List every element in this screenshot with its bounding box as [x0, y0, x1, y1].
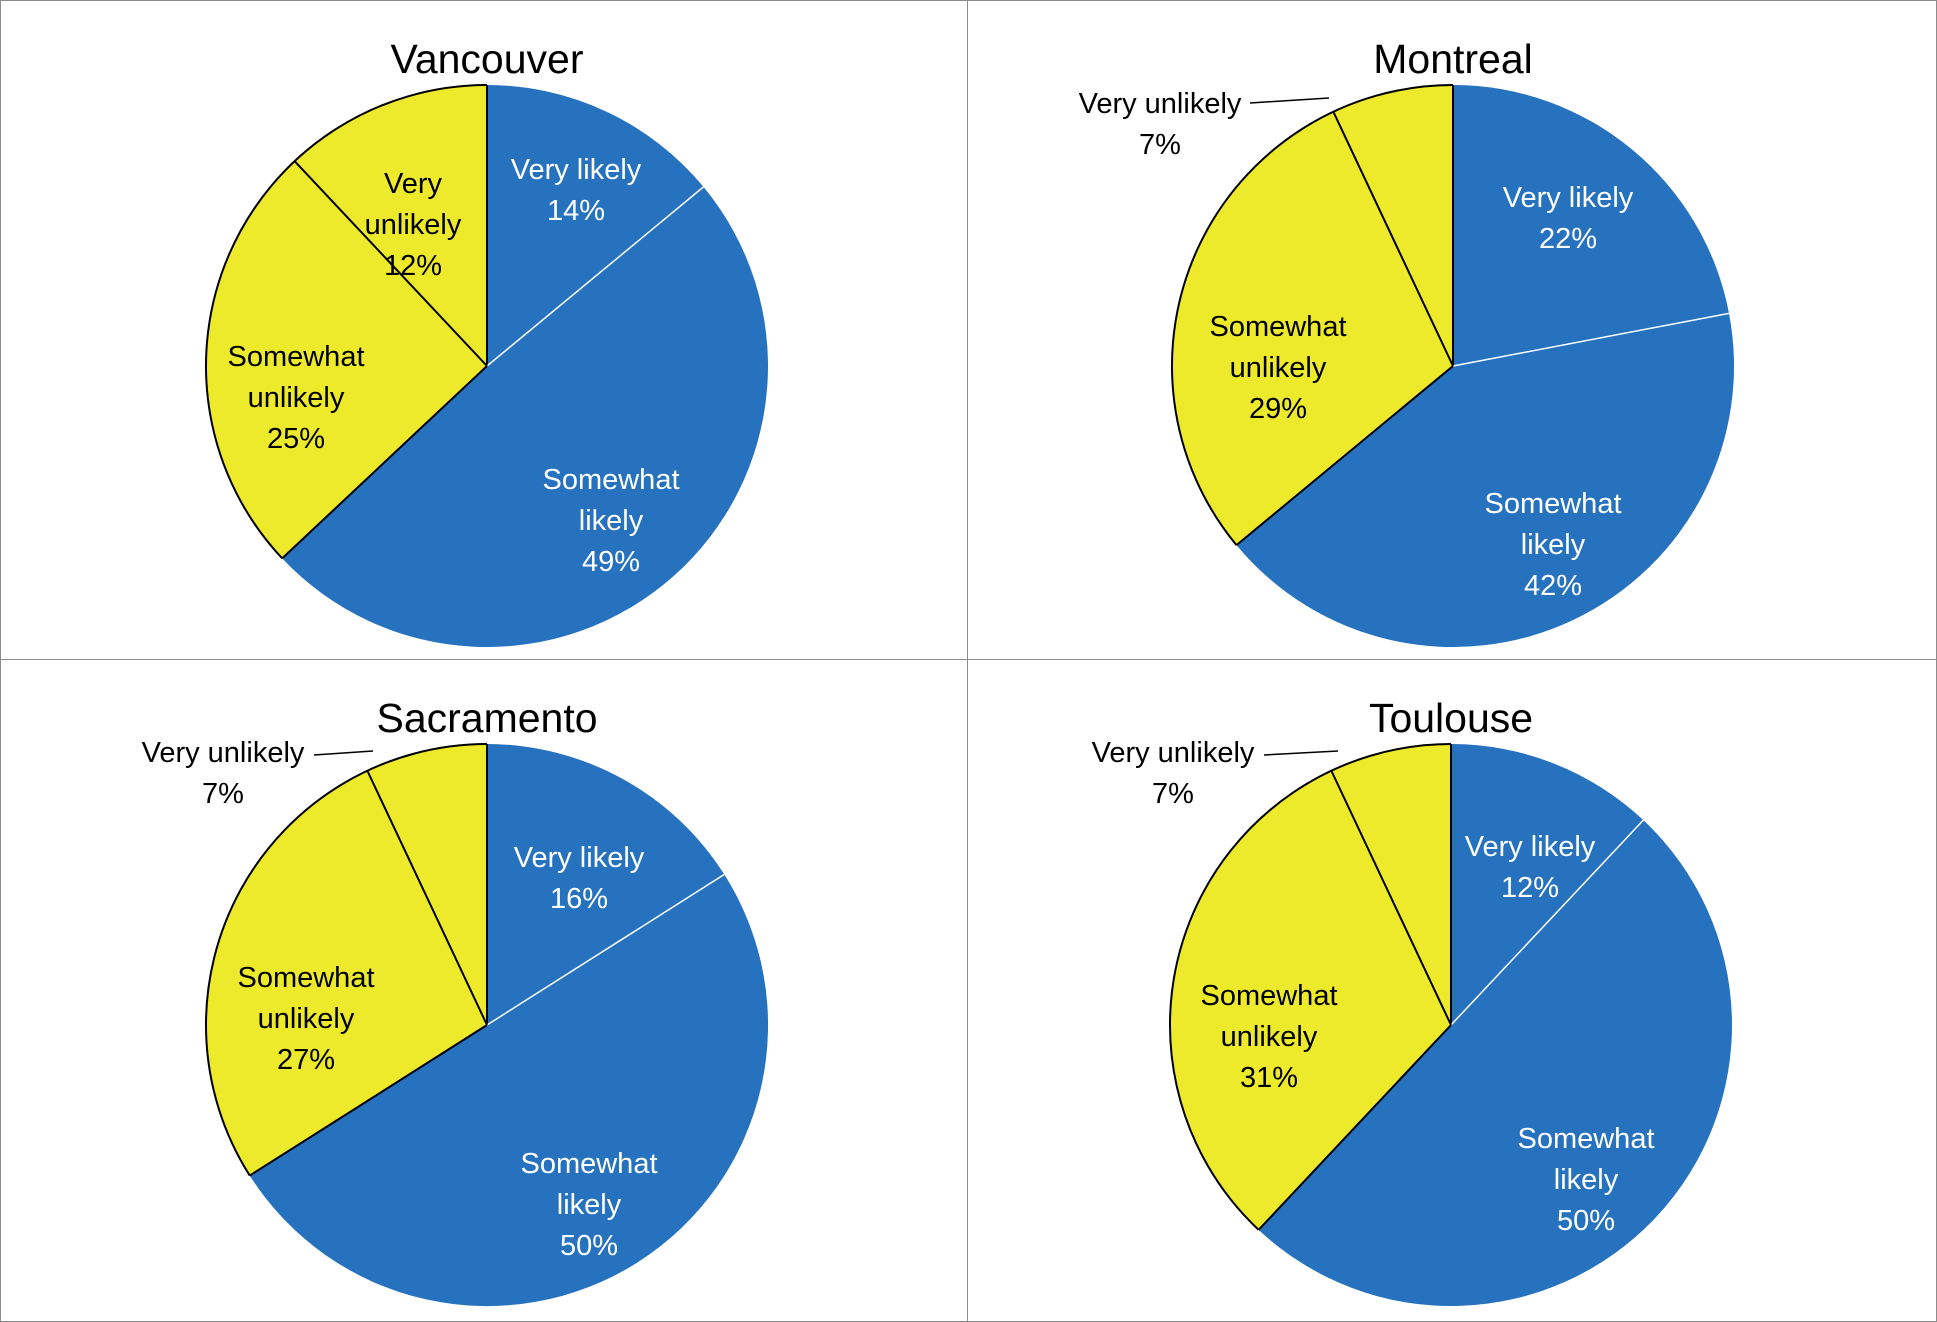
data-label-somewhat-unlikely: Somewhat unlikely 27%: [237, 962, 374, 1076]
pie-outline: [205, 743, 488, 1177]
pie-outline: [1169, 743, 1452, 1231]
data-label-somewhat-likely: Somewhat likely 50%: [520, 1148, 657, 1262]
label-leader-line: [313, 750, 374, 756]
slice-divider: [1330, 770, 1452, 1026]
chart-title: Toulouse: [1369, 695, 1533, 741]
data-label-somewhat-unlikely: Somewhat unlikely 29%: [1209, 311, 1346, 425]
pie-slice-very-unlikely: [1333, 85, 1453, 366]
pie-slice-somewhat-unlikely: [205, 161, 488, 559]
pie-slice-very-likely: [1451, 744, 1644, 1025]
pie-slice-very-unlikely: [1331, 744, 1451, 1025]
pie-panel-vancouver: Vancouver Very likely 14% Somewhat likely 49%…: [0, 0, 968, 660]
chart-title: Montreal: [1373, 36, 1533, 82]
data-label-somewhat-likely: Somewhat likely 50%: [1517, 1123, 1654, 1237]
pie-slice-very-likely: [487, 85, 704, 366]
pie-slice-very-likely: [487, 744, 725, 1025]
label-leader-line: [1263, 750, 1339, 756]
pie-slice-somewhat-likely: [249, 874, 769, 1307]
pie-slice-very-likely: [1453, 85, 1730, 366]
pie-chart-montreal: Montreal Very likely 22% Somewhat likely 42% S…: [1079, 36, 1734, 647]
pie-slice-somewhat-unlikely: [1171, 111, 1453, 546]
data-label-very-likely: Very likely 16%: [514, 842, 645, 915]
chart-title: Sacramento: [376, 695, 597, 741]
pie-slice-very-unlikely: [294, 85, 487, 366]
pie-panel-montreal: Montreal Very likely 22% Somewhat likely 42% S…: [967, 0, 1937, 660]
data-label-somewhat-likely: Somewhat likely 49%: [542, 464, 679, 578]
slice-divider: [1332, 111, 1454, 367]
slice-divider: [1235, 365, 1454, 546]
pie-slice-somewhat-likely: [1236, 313, 1734, 647]
data-label-somewhat-unlikely: Somewhat unlikely 25%: [227, 341, 364, 455]
pie-chart-toulouse: Toulouse Very likely 12% Somewhat likely 50% S…: [1092, 695, 1733, 1307]
label-leader-line: [1249, 97, 1330, 104]
pie-chart-sacramento: Sacramento Very likely 16% Somewhat likely 50…: [142, 695, 769, 1307]
pie-slice-somewhat-likely: [1258, 820, 1733, 1307]
slice-divider: [1452, 312, 1730, 367]
data-label-very-unlikely: Very unlikely 7%: [1092, 737, 1255, 810]
data-label-very-likely: Very likely 22%: [1503, 182, 1634, 255]
data-label-very-unlikely: Very unlikely 7%: [142, 737, 305, 810]
pie-slice-very-unlikely: [367, 744, 487, 1025]
slice-divider: [293, 160, 488, 367]
slice-divider: [486, 873, 725, 1026]
slice-divider: [1450, 819, 1644, 1026]
data-label-very-likely: Very likely 12%: [1465, 831, 1596, 904]
slice-divider: [486, 186, 704, 367]
pie-panel-sacramento: Sacramento Very likely 16% Somewhat likely 50…: [0, 659, 968, 1322]
pie-outline: [205, 84, 488, 560]
data-label-somewhat-unlikely: Somewhat unlikely 31%: [1200, 980, 1337, 1094]
data-label-somewhat-likely: Somewhat likely 42%: [1484, 488, 1621, 602]
data-label-very-unlikely: Very unlikely 12%: [365, 168, 462, 282]
slice-divider: [281, 365, 488, 560]
pie-slice-somewhat-unlikely: [1169, 770, 1451, 1230]
data-label-very-unlikely: Very unlikely 7%: [1079, 88, 1242, 161]
pie-slice-somewhat-unlikely: [205, 770, 487, 1176]
slice-divider: [1257, 1024, 1452, 1231]
pie-panel-toulouse: Toulouse Very likely 12% Somewhat likely 50% S…: [967, 659, 1937, 1322]
pie-chart-vancouver: Vancouver Very likely 14% Somewhat likely 49%…: [205, 36, 769, 648]
chart-title: Vancouver: [391, 36, 584, 82]
pie-outline: [1171, 84, 1454, 546]
slice-divider: [249, 1024, 488, 1177]
data-label-very-likely: Very likely 14%: [511, 154, 642, 227]
slice-divider: [366, 770, 488, 1026]
pie-slice-somewhat-likely: [282, 186, 769, 648]
